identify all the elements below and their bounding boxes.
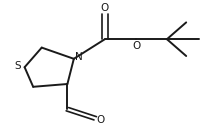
Text: S: S (15, 61, 21, 71)
Text: O: O (97, 115, 105, 125)
Text: O: O (133, 40, 141, 51)
Text: N: N (75, 52, 82, 62)
Text: O: O (101, 3, 109, 13)
